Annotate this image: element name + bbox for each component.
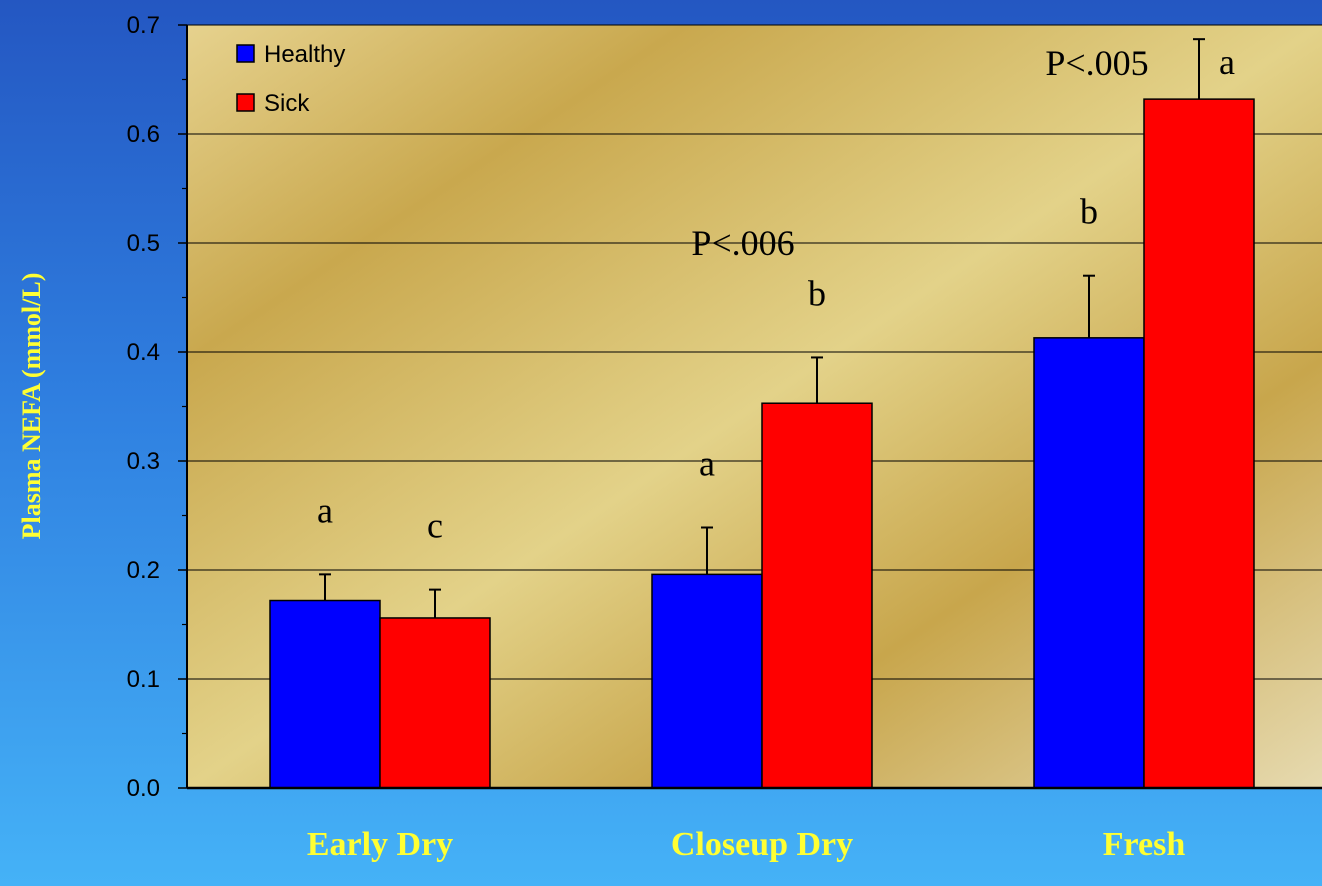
y-tick-label: 0.3 bbox=[127, 448, 160, 475]
letter-sick-closeup-dry: b bbox=[808, 273, 826, 313]
y-axis-label: Plasma NEFA (mmol/L) bbox=[17, 273, 46, 540]
category-label-closeup-dry: Closeup Dry bbox=[671, 826, 853, 863]
axes bbox=[178, 24, 1322, 790]
y-tick-label: 0.5 bbox=[127, 230, 160, 257]
letter-healthy-early-dry: a bbox=[317, 490, 333, 530]
bar-sick-closeup-dry bbox=[761, 402, 873, 789]
bar-healthy-early-dry bbox=[269, 599, 381, 789]
category-label-early-dry: Early Dry bbox=[307, 826, 453, 863]
bar-sick-fresh bbox=[1143, 98, 1255, 789]
letter-sick-early-dry: c bbox=[427, 506, 443, 546]
y-tick-label: 0.2 bbox=[127, 557, 160, 584]
bar-healthy-fresh bbox=[1033, 337, 1145, 789]
legend-swatch-healthy bbox=[236, 44, 255, 63]
bar-healthy-closeup-dry bbox=[651, 573, 763, 789]
y-tick-label: 0.4 bbox=[127, 339, 160, 366]
legend-label-sick: Sick bbox=[264, 90, 310, 117]
legend-swatch-sick bbox=[236, 93, 255, 112]
y-tick-label: 0.0 bbox=[127, 775, 160, 802]
significance-letters: a a b c b a bbox=[317, 42, 1235, 545]
letter-healthy-fresh: b bbox=[1080, 192, 1098, 232]
legend-label-healthy: Healthy bbox=[264, 41, 345, 68]
p-value-annotation: P<.006 bbox=[691, 223, 794, 263]
p-value-annotations: P<.006 P<.005 bbox=[691, 43, 1148, 263]
bar-sick-early-dry bbox=[379, 617, 491, 789]
category-labels: Early Dry Closeup Dry Fresh bbox=[307, 826, 1186, 863]
y-tick-label: 0.1 bbox=[127, 666, 160, 693]
y-tick-label: 0.6 bbox=[127, 121, 160, 148]
y-tick-labels: 0.0 0.1 0.2 0.3 0.4 0.5 0.6 0.7 bbox=[127, 12, 160, 802]
error-bars bbox=[319, 38, 1205, 618]
y-tick-label: 0.7 bbox=[127, 12, 160, 39]
category-label-fresh: Fresh bbox=[1103, 826, 1186, 863]
letter-sick-fresh: a bbox=[1219, 42, 1235, 82]
p-value-annotation: P<.005 bbox=[1045, 43, 1148, 83]
letter-healthy-closeup-dry: a bbox=[699, 443, 715, 483]
legend: Healthy Sick bbox=[236, 41, 345, 117]
